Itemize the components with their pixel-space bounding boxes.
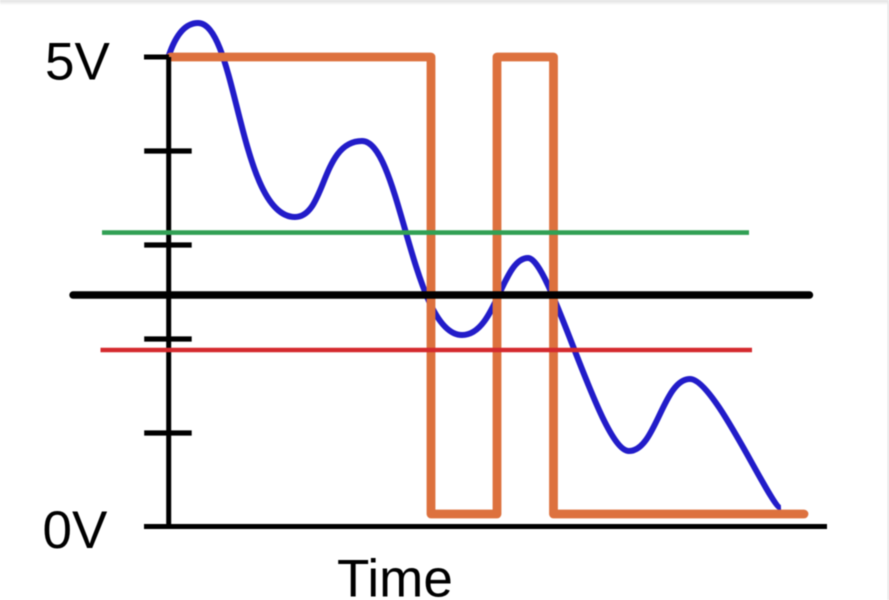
svg-text:5V: 5V [45,32,110,91]
svg-text:0V: 0V [43,501,108,560]
svg-text:Time: Time [337,550,453,600]
